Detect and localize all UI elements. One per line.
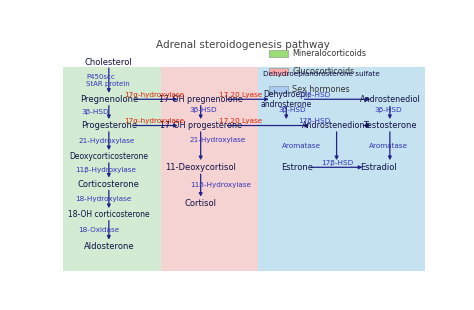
- Bar: [63, 67, 161, 271]
- Text: Glucocorticoids: Glucocorticoids: [292, 67, 355, 76]
- Text: Testosterone: Testosterone: [363, 121, 417, 130]
- Bar: [269, 68, 289, 75]
- Text: Sex hormones: Sex hormones: [292, 85, 350, 94]
- Text: 11β-Hydroxylase: 11β-Hydroxylase: [75, 167, 137, 173]
- Text: 11β-Hydroxylase: 11β-Hydroxylase: [190, 182, 251, 188]
- Text: 18-Oxidase: 18-Oxidase: [78, 227, 119, 233]
- Text: 17β-HSD: 17β-HSD: [299, 118, 331, 124]
- Text: Mineralocorticoids: Mineralocorticoids: [292, 49, 366, 58]
- Text: 18-Hydroxylase: 18-Hydroxylase: [75, 196, 132, 202]
- Text: Adrenal steroidogenesis pathway: Adrenal steroidogenesis pathway: [156, 40, 330, 50]
- Text: 3β-HSD: 3β-HSD: [190, 107, 217, 113]
- Text: Dehydroepi-
androsterone: Dehydroepi- androsterone: [261, 90, 312, 109]
- Text: Androstenediol: Androstenediol: [359, 95, 420, 104]
- Bar: [269, 50, 289, 57]
- Bar: [269, 86, 289, 93]
- Text: 11-Deoxycortisol: 11-Deoxycortisol: [165, 163, 236, 172]
- Text: 17α-hydroxylase: 17α-hydroxylase: [124, 118, 184, 124]
- Text: 18-OH corticosterone: 18-OH corticosterone: [68, 210, 150, 219]
- Text: Aromatase: Aromatase: [282, 143, 321, 149]
- Text: Estradiol: Estradiol: [360, 163, 396, 172]
- Text: Deoxycorticosterone: Deoxycorticosterone: [69, 152, 148, 161]
- Bar: [161, 67, 258, 271]
- Text: Pregnenolone: Pregnenolone: [80, 95, 138, 104]
- Text: Cortisol: Cortisol: [185, 199, 217, 208]
- Text: 17α-hydroxylase: 17α-hydroxylase: [124, 92, 184, 98]
- Text: 17β-HSD: 17β-HSD: [299, 92, 331, 98]
- Text: 3β-HSD: 3β-HSD: [374, 107, 402, 113]
- Text: Aromatase: Aromatase: [368, 143, 408, 149]
- Text: P450scc
StAR protein: P450scc StAR protein: [86, 74, 130, 87]
- Text: Dehydroepiandrosterone sulfate: Dehydroepiandrosterone sulfate: [264, 71, 380, 77]
- Text: Corticosterone: Corticosterone: [78, 179, 140, 188]
- Text: 3β-HSD: 3β-HSD: [279, 107, 306, 113]
- Text: 17,20 Lyase: 17,20 Lyase: [219, 92, 263, 98]
- Text: Aldosterone: Aldosterone: [83, 241, 134, 250]
- Text: 21-Hydroxylase: 21-Hydroxylase: [78, 138, 135, 144]
- Text: 17-OH progesterone: 17-OH progesterone: [160, 121, 242, 130]
- Text: Estrone: Estrone: [281, 163, 313, 172]
- Text: Cholesterol: Cholesterol: [85, 58, 133, 67]
- Text: 17-OH pregnenolone: 17-OH pregnenolone: [159, 95, 243, 104]
- Text: Progesterone: Progesterone: [81, 121, 137, 130]
- Text: 17β-HSD: 17β-HSD: [321, 160, 354, 166]
- Text: 17,20 Lyase: 17,20 Lyase: [219, 118, 263, 124]
- Text: 21-Hydroxylase: 21-Hydroxylase: [190, 137, 246, 143]
- Text: Androstenedione: Androstenedione: [302, 121, 371, 130]
- Bar: [258, 67, 425, 271]
- Text: 3β-HSD: 3β-HSD: [82, 109, 109, 115]
